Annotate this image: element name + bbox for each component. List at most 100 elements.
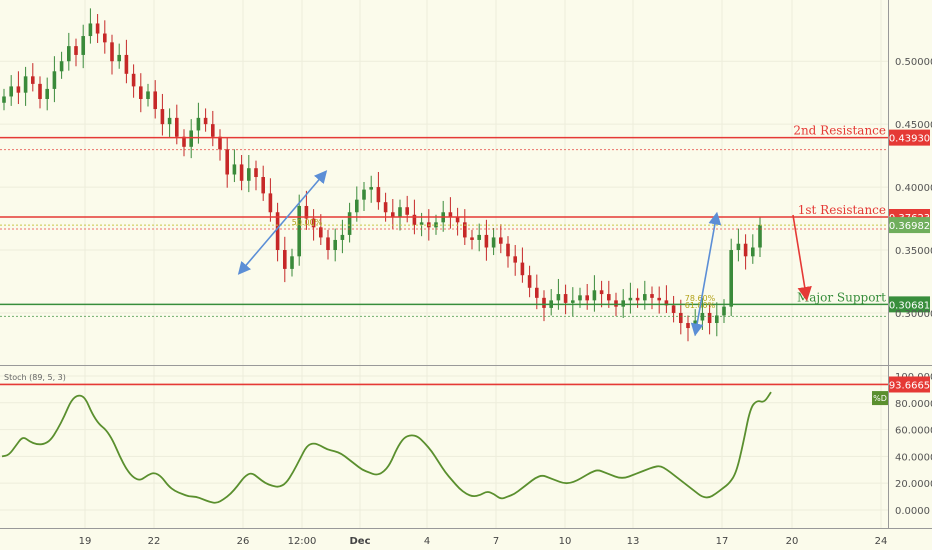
- time-tick-label: 4: [424, 536, 430, 547]
- candle-body: [131, 73, 136, 87]
- candle-body: [88, 23, 93, 37]
- candle-body: [218, 136, 222, 150]
- stoch-tick-label: 60.0000: [895, 426, 932, 437]
- candle-body: [657, 297, 661, 301]
- candle-body: [232, 164, 237, 175]
- candle-body: [175, 117, 179, 137]
- stoch-tick-label: 40.0000: [895, 452, 932, 463]
- candle-body: [124, 54, 129, 74]
- stoch-line: [1, 391, 772, 504]
- candle-body: [484, 234, 489, 248]
- candle-body: [16, 86, 21, 93]
- candle-body: [23, 76, 28, 93]
- candle-body: [729, 250, 733, 307]
- candle-body: [203, 117, 208, 125]
- annotations-layer: 50.00%78.60%61.80%: [237, 170, 812, 337]
- time-tick-label: 19: [79, 536, 92, 547]
- stoch-tick-label: 20.0000: [895, 479, 932, 490]
- candle-body: [477, 234, 481, 240]
- candle-body: [758, 224, 762, 248]
- candle-body: [743, 243, 748, 257]
- candle-body: [268, 193, 273, 213]
- candle-body: [326, 237, 330, 251]
- time-tick-label: 13: [627, 536, 640, 547]
- time-tick-label: 10: [559, 536, 572, 547]
- candle-body: [38, 83, 42, 99]
- candle-body: [247, 168, 251, 181]
- candle-body: [383, 202, 388, 213]
- candle-body: [275, 212, 280, 251]
- candle-body: [419, 222, 424, 225]
- candle-body: [9, 86, 13, 97]
- candle-body: [635, 297, 640, 301]
- candle-body: [254, 168, 258, 178]
- candle-body: [707, 312, 712, 324]
- stoch-level-tag: [889, 376, 930, 393]
- candle-body: [45, 88, 49, 99]
- level-label: Major Support: [797, 290, 886, 304]
- candle-body: [239, 164, 244, 181]
- measure-arrow-2: [690, 211, 722, 337]
- candle-body: [290, 256, 294, 269]
- candle-body: [405, 207, 409, 215]
- candle-body: [556, 294, 561, 301]
- candle-body: [520, 262, 525, 276]
- stoch-series-name: %D: [873, 394, 887, 403]
- candle-body: [585, 295, 589, 301]
- stoch-tick-label: 80.0000: [895, 399, 932, 410]
- candle-body: [355, 199, 359, 213]
- candle-body: [261, 177, 265, 194]
- candle-body: [211, 124, 215, 137]
- candle-body: [599, 290, 604, 295]
- candle-body: [347, 212, 352, 235]
- candle-body: [283, 250, 287, 269]
- time-tick-label: 26: [237, 536, 250, 547]
- candle-body: [686, 323, 690, 329]
- candle-body: [470, 237, 474, 240]
- candle-body: [59, 61, 64, 72]
- candle-body: [103, 33, 107, 43]
- candle-body: [160, 109, 165, 125]
- candle-body: [506, 243, 510, 257]
- level-price-text: 0.43930: [889, 134, 930, 145]
- candle-body: [167, 117, 172, 125]
- candle-body: [2, 96, 6, 103]
- candles-layer: [2, 8, 762, 342]
- candle-body: [31, 76, 35, 84]
- candle-body: [535, 287, 539, 298]
- candle-body: [650, 294, 654, 298]
- candle-body: [297, 205, 301, 257]
- candle-body: [527, 275, 532, 288]
- grid: [0, 0, 888, 528]
- time-tick-label: 24: [875, 536, 888, 547]
- level-price-tag: [889, 296, 930, 313]
- candle-body: [571, 300, 575, 303]
- candle-body: [153, 91, 157, 110]
- candle-body: [671, 305, 676, 313]
- candle-body: [139, 86, 143, 99]
- candle-body: [679, 312, 683, 324]
- candle-body: [189, 130, 193, 147]
- candle-body: [592, 290, 597, 301]
- stoch-series-tag: [872, 391, 888, 406]
- candle-body: [513, 256, 517, 263]
- stoch-tick-label: 0.0000: [895, 506, 930, 517]
- time-tick-label: 7: [493, 536, 499, 547]
- candle-body: [81, 36, 85, 55]
- candle-body: [376, 187, 381, 203]
- candle-body: [614, 300, 618, 307]
- candle-body: [362, 189, 366, 200]
- candle-body: [751, 247, 755, 257]
- level-price-tag: [889, 129, 930, 146]
- time-tick-label: 17: [716, 536, 729, 547]
- time-tick-label: 12:00: [288, 536, 317, 547]
- level-label: 1st Resistance: [798, 203, 886, 217]
- level-label: 2nd Resistance: [793, 124, 886, 138]
- stoch-label: Stoch (89, 5, 3): [4, 373, 66, 382]
- level-price-text: 0.30681: [889, 300, 930, 311]
- measure-arrow-1: [237, 170, 328, 275]
- candle-body: [664, 300, 669, 306]
